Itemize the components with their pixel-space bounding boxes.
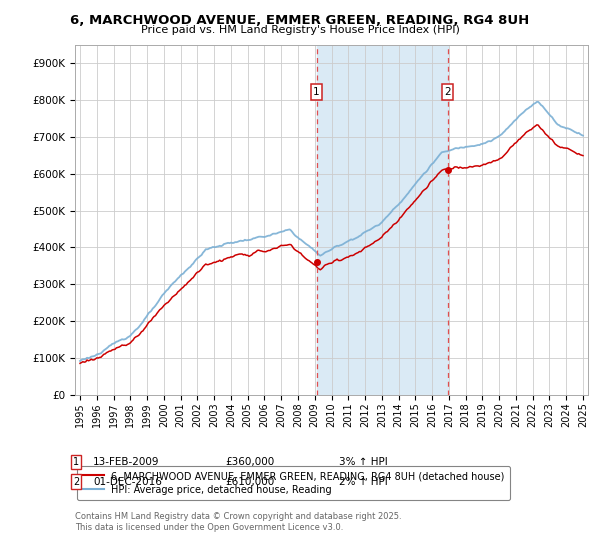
Text: 01-DEC-2016: 01-DEC-2016: [93, 477, 162, 487]
Text: 6, MARCHWOOD AVENUE, EMMER GREEN, READING, RG4 8UH: 6, MARCHWOOD AVENUE, EMMER GREEN, READIN…: [70, 14, 530, 27]
Text: 2: 2: [444, 87, 451, 97]
Text: Contains HM Land Registry data © Crown copyright and database right 2025.
This d: Contains HM Land Registry data © Crown c…: [75, 512, 401, 532]
Text: Price paid vs. HM Land Registry's House Price Index (HPI): Price paid vs. HM Land Registry's House …: [140, 25, 460, 35]
Text: 13-FEB-2009: 13-FEB-2009: [93, 457, 160, 467]
Text: £360,000: £360,000: [225, 457, 274, 467]
Text: 2% ↑ HPI: 2% ↑ HPI: [339, 477, 388, 487]
Text: 1: 1: [313, 87, 320, 97]
Text: £610,000: £610,000: [225, 477, 274, 487]
Text: 3% ↑ HPI: 3% ↑ HPI: [339, 457, 388, 467]
Text: 1: 1: [73, 457, 79, 467]
Bar: [317, 45, 448, 395]
Legend: 6, MARCHWOOD AVENUE, EMMER GREEN, READING, RG4 8UH (detached house), HPI: Averag: 6, MARCHWOOD AVENUE, EMMER GREEN, READIN…: [77, 466, 509, 500]
Text: 2: 2: [73, 477, 79, 487]
